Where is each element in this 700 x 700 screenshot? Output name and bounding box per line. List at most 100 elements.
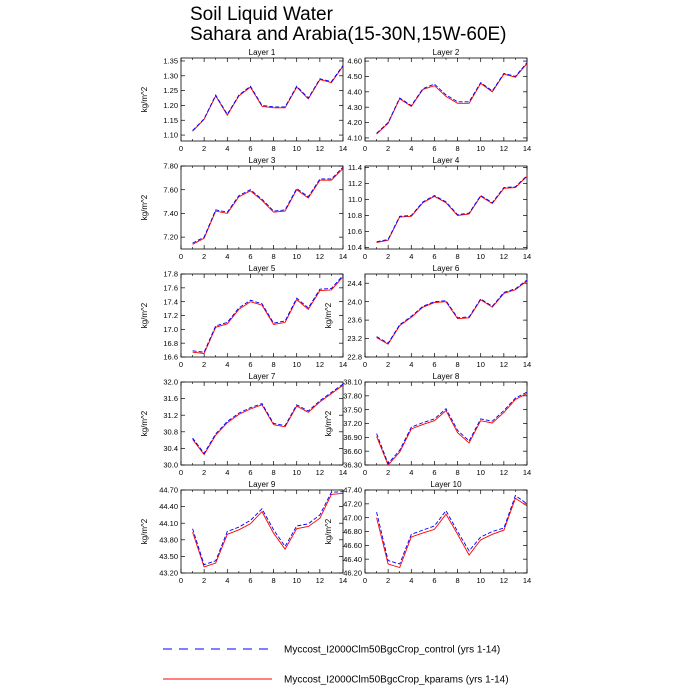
layer-10-ytick-label: 46.80	[343, 527, 362, 536]
layer-7-xtick-label: 12	[316, 468, 324, 477]
layer-6-xtick-label: 0	[363, 360, 367, 369]
layer-4-series-control	[376, 175, 528, 243]
layer-10-xtick-label: 4	[409, 576, 413, 585]
layer-5-panel: Layer 5 0 2 4 6 8 10 12 14 16.6 16.8 17.0 17.2 17.4 17…	[140, 264, 347, 369]
layer-8-series-kparams	[376, 393, 528, 466]
layer-9-xtick-label: 10	[293, 576, 301, 585]
layer-9-series-kparams	[192, 492, 344, 568]
figure-title-line2: Sahara and Arabia(15-30N,15W-60E)	[190, 24, 507, 45]
layer-10-ylabel: kg/m^2	[324, 518, 333, 544]
layer-1-ytick-label: 1.20	[163, 101, 178, 110]
layer-7-ytick-label: 31.6	[163, 394, 178, 403]
panel-grid: Layer 10 2 4 6 8 10 12 141.101.151.201.251.301.…	[140, 48, 531, 585]
layer-2-panel: Layer 2 0 2 4 6 8 10 12 14 4.10 4.20 4.30 4.40 4.50 4.…	[347, 48, 531, 153]
figure-title-line1: Soil Liquid Water	[190, 4, 334, 25]
layer-4-xtick-label: 2	[386, 252, 390, 261]
layer-4-ytick-label: 11.2	[348, 179, 362, 188]
layer-9-xtick-label: 14	[339, 576, 347, 585]
layer-5-ytick-label: 16.8	[163, 339, 178, 348]
layer-9-panel: Layer 9 0 2 4 6 8 10 12 14 43.20 43.50 43.80 44.10 44…	[140, 480, 347, 585]
layer-7-series-control	[192, 383, 344, 455]
layer-5-xtick-label: 6	[248, 360, 252, 369]
layer-7-ytick-label: 32.0	[163, 378, 178, 387]
layer-7-xtick-label: 8	[271, 468, 275, 477]
legend: Myccost_I2000Clm50BgcCrop_control (yrs 1…	[163, 645, 509, 686]
layer-9-xtick-label: 6	[248, 576, 252, 585]
layer-10-ytick-label: 46.60	[343, 541, 362, 550]
layer-5-xtick-label: 12	[316, 360, 324, 369]
layer-10-xtick-label: 10	[477, 576, 485, 585]
layer-7-xtick-label: 2	[202, 468, 206, 477]
layer-6-xtick-label: 10	[477, 360, 485, 369]
layer-1-title: Layer 1	[249, 48, 276, 57]
layer-8-title: Layer 8	[433, 372, 460, 381]
layer-8-xtick-label: 4	[409, 468, 413, 477]
layer-6-ytick-label: 22.8	[347, 353, 362, 362]
layer-3-series-kparams	[192, 168, 344, 245]
layer-7-xtick-label: 14	[339, 468, 347, 477]
layer-4-ytick-label: 10.6	[347, 227, 362, 236]
layer-5-title: Layer 5	[249, 264, 276, 273]
layer-2-series-control	[376, 62, 528, 134]
layer-3-xtick-label: 6	[248, 252, 252, 261]
layer-4-xtick-label: 0	[363, 252, 367, 261]
layer-4-xtick-label: 12	[500, 252, 508, 261]
layer-9-xtick-label: 2	[202, 576, 206, 585]
layer-3-xtick-label: 14	[339, 252, 347, 261]
layer-9-series-control	[192, 491, 344, 566]
layer-1-xtick-label: 2	[202, 144, 206, 153]
layer-2-ytick-label: 4.10	[347, 134, 362, 143]
layer-3-ytick-label: 7.80	[163, 162, 178, 171]
layer-10-panel: Layer 100 2 4 6 8 10 12 1446.2046.4046.6046.804…	[324, 480, 531, 585]
layer-1-xtick-label: 6	[248, 144, 252, 153]
layer-5-xtick-label: 8	[271, 360, 275, 369]
layer-3-xtick-label: 2	[202, 252, 206, 261]
layer-1-ytick-label: 1.30	[163, 71, 178, 80]
layer-5-ylabel: kg/m^2	[140, 302, 149, 328]
layer-2-xtick-label: 2	[386, 144, 390, 153]
layer-5-xtick-label: 0	[179, 360, 183, 369]
layer-6-series-control	[376, 279, 528, 344]
layer-9-xtick-label: 0	[179, 576, 183, 585]
layer-4-xtick-label: 8	[455, 252, 459, 261]
layer-1-panel: Layer 1 0 2 4 6 8 10 12 14 1.10 1.15 1.20 1.25 1.30 1.…	[140, 48, 347, 153]
layer-3-xtick-label: 4	[225, 252, 229, 261]
layer-6-ytick-label: 23.6	[347, 316, 362, 325]
layer-3-ytick-label: 7.20	[163, 233, 178, 242]
layer-6-ytick-label: 24.0	[347, 297, 362, 306]
layer-9-plot-frame	[180, 489, 344, 574]
layer-1-ytick-label: 1.25	[163, 86, 178, 95]
layer-8-ytick-label: 36.60	[343, 447, 362, 456]
layer-2-ytick-label: 4.40	[347, 87, 362, 96]
layer-9-ytick-label: 44.40	[159, 502, 178, 511]
layer-6-title: Layer 6	[433, 264, 460, 273]
layer-3-ytick-label: 7.40	[163, 209, 178, 218]
layer-9-title: Layer 9	[249, 480, 276, 489]
layer-3-xtick-label: 10	[293, 252, 301, 261]
layer-2-series-kparams	[376, 63, 528, 135]
layer-6-plot-frame	[364, 273, 528, 358]
layer-5-ytick-label: 17.8	[163, 270, 178, 279]
layer-10-series-kparams	[376, 497, 528, 569]
layer-7-xtick-label: 10	[293, 468, 301, 477]
layer-9-ytick-label: 43.50	[159, 552, 178, 561]
layer-7-xtick-label: 0	[179, 468, 183, 477]
layer-5-ytick-label: 16.6	[163, 353, 178, 362]
layer-6-xtick-label: 6	[432, 360, 436, 369]
layer-6-panel: Layer 60 2 4 6 8 10 12 1422.823.223.624.024.4kg…	[324, 264, 531, 369]
layer-10-ytick-label: 46.40	[343, 555, 362, 564]
layer-1-xtick-label: 4	[225, 144, 229, 153]
layer-7-title: Layer 7	[249, 372, 276, 381]
layer-9-ytick-label: 43.80	[159, 535, 178, 544]
layer-4-xtick-label: 4	[409, 252, 413, 261]
layer-6-xtick-label: 2	[386, 360, 390, 369]
layer-8-xtick-label: 0	[363, 468, 367, 477]
layer-8-xtick-label: 2	[386, 468, 390, 477]
layer-4-xtick-label: 14	[523, 252, 531, 261]
layer-7-ylabel: kg/m^2	[140, 410, 149, 436]
layer-10-ytick-label: 47.40	[343, 486, 362, 495]
layer-10-xtick-label: 8	[455, 576, 459, 585]
layer-10-ytick-label: 47.20	[343, 499, 362, 508]
layer-7-ytick-label: 30.0	[163, 461, 178, 470]
